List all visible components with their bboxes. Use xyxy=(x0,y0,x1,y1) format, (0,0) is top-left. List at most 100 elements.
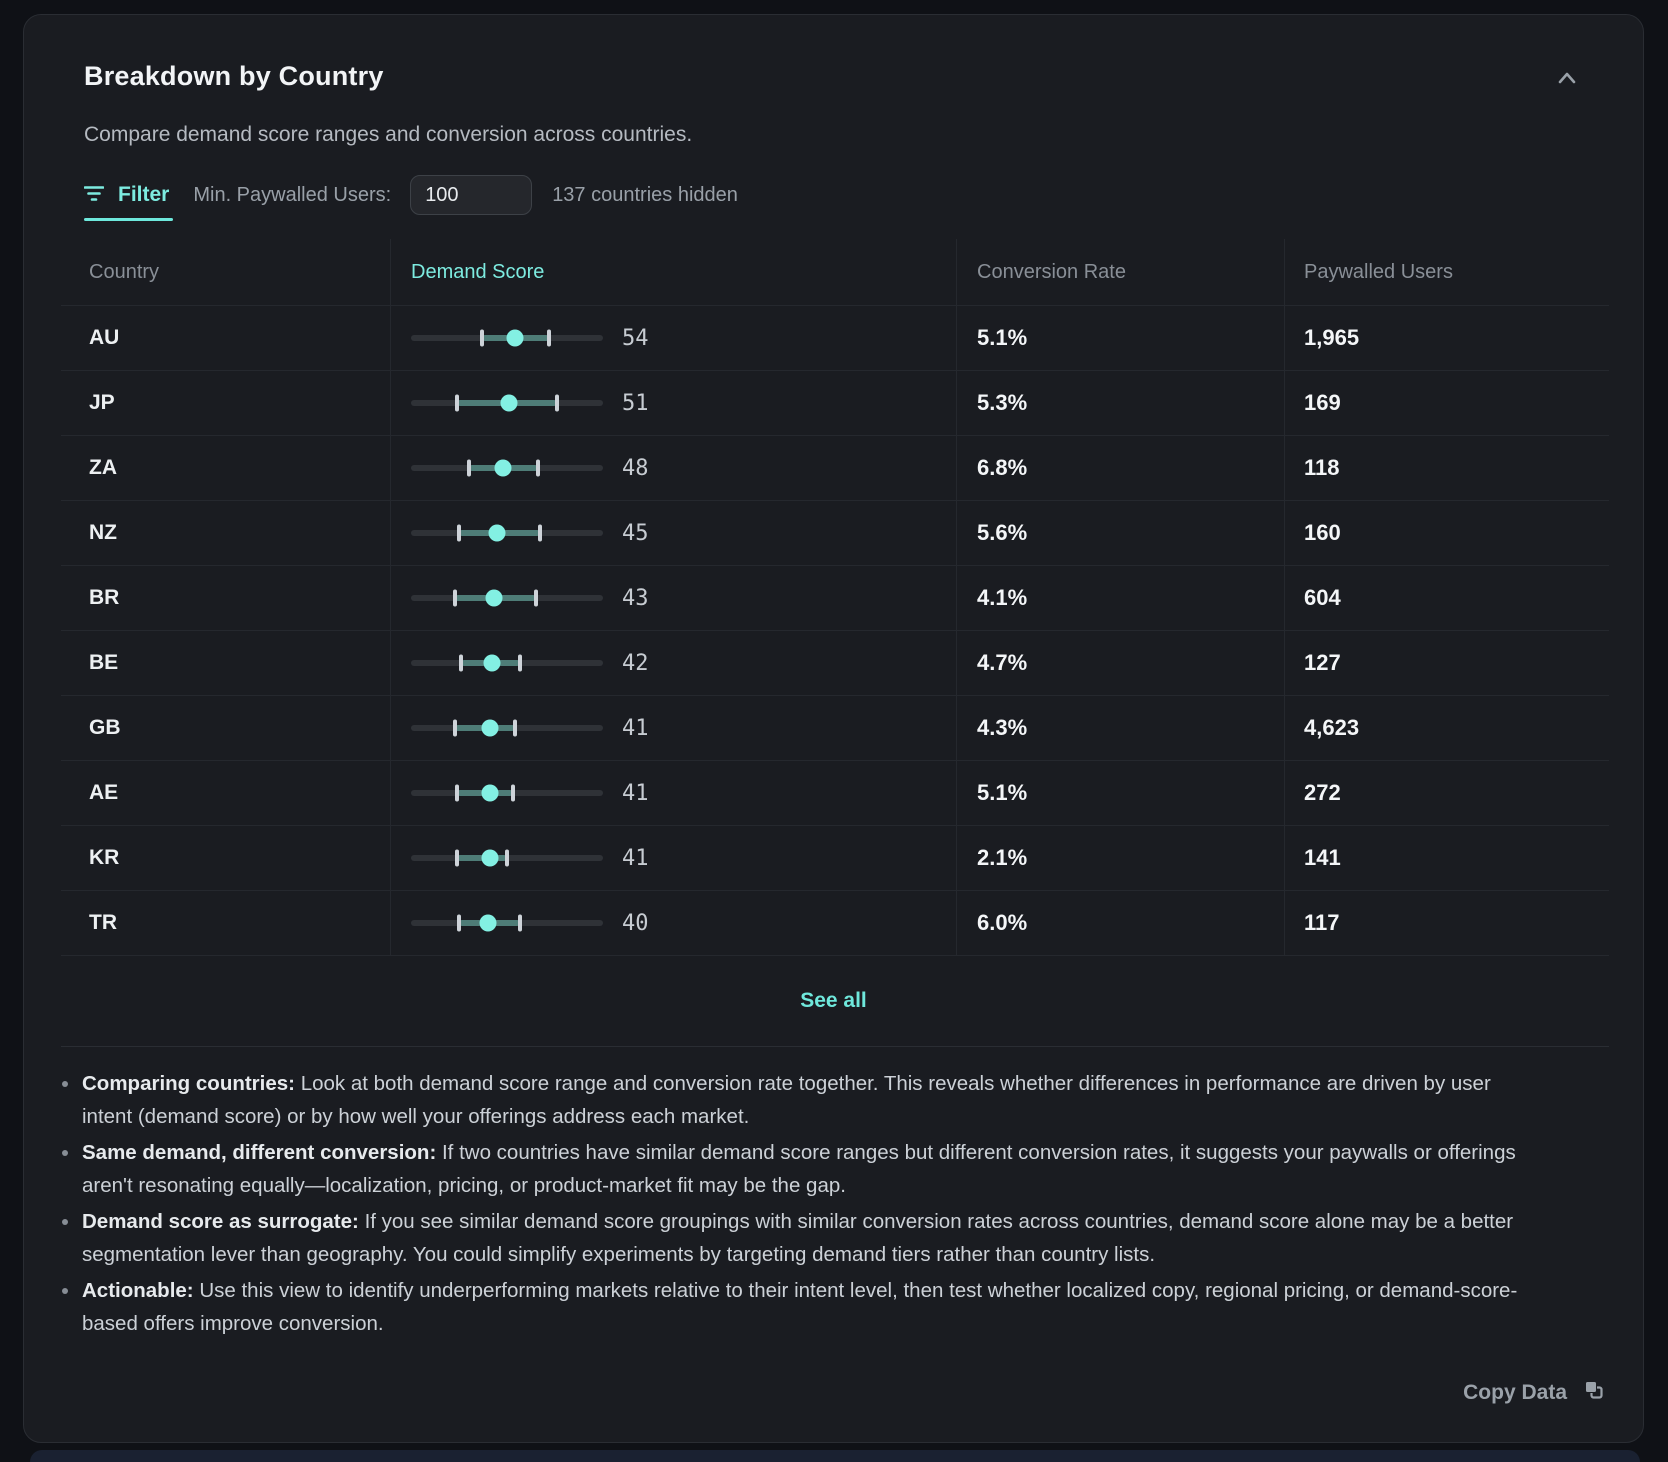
demand-score-dot xyxy=(481,849,499,867)
paywalled-users-value: 604 xyxy=(1304,585,1341,610)
range-min-tick xyxy=(455,394,460,412)
table-row: BR 43 4.1% 604 xyxy=(61,566,1609,631)
demand-score-range-chart xyxy=(411,457,603,479)
range-min-tick xyxy=(455,849,460,867)
table-row: ZA 48 6.8% 118 xyxy=(61,436,1609,501)
country-code: KR xyxy=(89,846,120,869)
table-row: AU 54 5.1% 1,965 xyxy=(61,306,1609,371)
country-code: BE xyxy=(89,651,119,674)
demand-score-dot xyxy=(494,459,512,477)
copy-data-button[interactable]: Copy Data xyxy=(1463,1380,1606,1406)
note-lead: Actionable: xyxy=(82,1279,194,1302)
column-header-conversion-rate[interactable]: Conversion Rate xyxy=(977,260,1126,283)
min-paywalled-users-label: Min. Paywalled Users: xyxy=(193,183,392,206)
note-lead: Comparing countries: xyxy=(82,1072,295,1095)
demand-score-dot xyxy=(481,784,499,802)
column-header-demand-score[interactable]: Demand Score xyxy=(411,260,545,283)
filter-icon xyxy=(83,185,105,205)
country-code: AU xyxy=(89,326,120,349)
note-text: If two countries have similar demand sco… xyxy=(82,1141,1516,1197)
country-code: AE xyxy=(89,781,119,804)
demand-score-value: 42 xyxy=(622,650,649,676)
card-subtitle: Compare demand score ranges and conversi… xyxy=(84,123,693,146)
range-min-tick xyxy=(453,719,458,737)
table-header-row: Country Demand Score Conversion Rate Pay… xyxy=(61,239,1609,306)
range-max-tick xyxy=(505,849,509,867)
conversion-rate-value: 6.0% xyxy=(977,910,1028,935)
range-max-tick xyxy=(547,329,552,347)
paywalled-users-value: 4,623 xyxy=(1304,715,1360,740)
chevron-up-icon xyxy=(1555,70,1579,89)
demand-score-dot xyxy=(485,589,503,607)
demand-score-range-chart xyxy=(411,327,603,349)
range-max-tick xyxy=(537,524,542,542)
conversion-rate-value: 6.8% xyxy=(977,455,1028,480)
see-all-row: See all xyxy=(61,956,1606,1046)
note-text: Look at both demand score range and conv… xyxy=(82,1072,1491,1128)
demand-score-range-chart xyxy=(411,847,603,869)
demand-score-dot xyxy=(483,654,501,672)
demand-score-range-chart xyxy=(411,392,603,414)
paywalled-users-value: 169 xyxy=(1304,390,1341,415)
table-row: BE 42 4.7% 127 xyxy=(61,631,1609,696)
range-min-tick xyxy=(457,914,461,932)
range-min-tick xyxy=(466,459,471,477)
page-title: Breakdown by Country xyxy=(84,61,384,91)
insight-note: Same demand, different conversion: If tw… xyxy=(61,1137,1539,1202)
country-table: Country Demand Score Conversion Rate Pay… xyxy=(61,239,1609,956)
insight-note: Demand score as surrogate: If you see si… xyxy=(61,1206,1539,1271)
min-paywalled-users-input[interactable] xyxy=(410,175,533,215)
countries-hidden-note: 137 countries hidden xyxy=(552,183,738,206)
demand-score-range-chart xyxy=(411,782,603,804)
bullet-icon xyxy=(62,1150,68,1156)
demand-score-value: 43 xyxy=(622,585,649,611)
active-tab-indicator xyxy=(84,218,174,221)
conversion-rate-value: 5.3% xyxy=(977,390,1028,415)
collapse-card-button[interactable] xyxy=(1553,67,1581,91)
demand-score-value: 48 xyxy=(622,455,649,481)
range-max-tick xyxy=(510,784,515,802)
demand-score-value: 41 xyxy=(622,845,649,871)
demand-score-range-chart xyxy=(411,652,603,674)
column-header-paywalled-users[interactable]: Paywalled Users xyxy=(1304,260,1453,283)
country-table-body: AU 54 5.1% 1,965 JP 51 5.3% xyxy=(61,306,1609,956)
paywalled-users-value: 160 xyxy=(1304,520,1341,545)
demand-score-value: 41 xyxy=(622,715,649,741)
insight-note: Actionable: Use this view to identify un… xyxy=(61,1275,1539,1340)
demand-score-range-chart xyxy=(411,522,603,544)
demand-score-dot xyxy=(488,524,506,542)
range-max-tick xyxy=(554,394,559,412)
demand-score-value: 54 xyxy=(622,325,649,351)
note-text: Use this view to identify underperformin… xyxy=(82,1279,1518,1335)
note-text: If you see similar demand score grouping… xyxy=(82,1210,1514,1266)
card-footer: Copy Data xyxy=(61,1380,1606,1406)
country-code: JP xyxy=(89,391,115,414)
insight-note: Comparing countries: Look at both demand… xyxy=(61,1068,1539,1133)
range-max-tick xyxy=(512,719,517,737)
table-row: JP 51 5.3% 169 xyxy=(61,371,1609,436)
bullet-icon xyxy=(62,1288,68,1294)
range-max-tick xyxy=(518,654,523,672)
note-lead: Same demand, different conversion: xyxy=(82,1141,437,1164)
see-all-link[interactable]: See all xyxy=(800,989,867,1012)
conversion-rate-value: 4.1% xyxy=(977,585,1028,610)
demand-score-value: 51 xyxy=(622,390,649,416)
country-code: ZA xyxy=(89,456,117,479)
breakdown-by-country-card: Breakdown by Country Compare demand scor… xyxy=(23,14,1644,1443)
section-divider xyxy=(61,1046,1609,1047)
demand-score-dot xyxy=(479,914,497,932)
range-max-tick xyxy=(518,914,523,932)
demand-score-value: 41 xyxy=(622,780,649,806)
range-min-tick xyxy=(453,589,458,607)
demand-score-value: 45 xyxy=(622,520,649,546)
tab-filter[interactable]: Filter xyxy=(83,169,174,221)
insight-notes-list: Comparing countries: Look at both demand… xyxy=(61,1068,1609,1340)
range-min-tick xyxy=(480,329,485,347)
paywalled-users-value: 117 xyxy=(1304,910,1340,935)
column-header-country[interactable]: Country xyxy=(89,260,160,283)
bullet-icon xyxy=(62,1081,68,1087)
table-row: NZ 45 5.6% 160 xyxy=(61,501,1609,566)
conversion-rate-value: 4.3% xyxy=(977,715,1028,740)
range-max-tick xyxy=(535,459,540,477)
paywalled-users-value: 1,965 xyxy=(1304,325,1360,350)
